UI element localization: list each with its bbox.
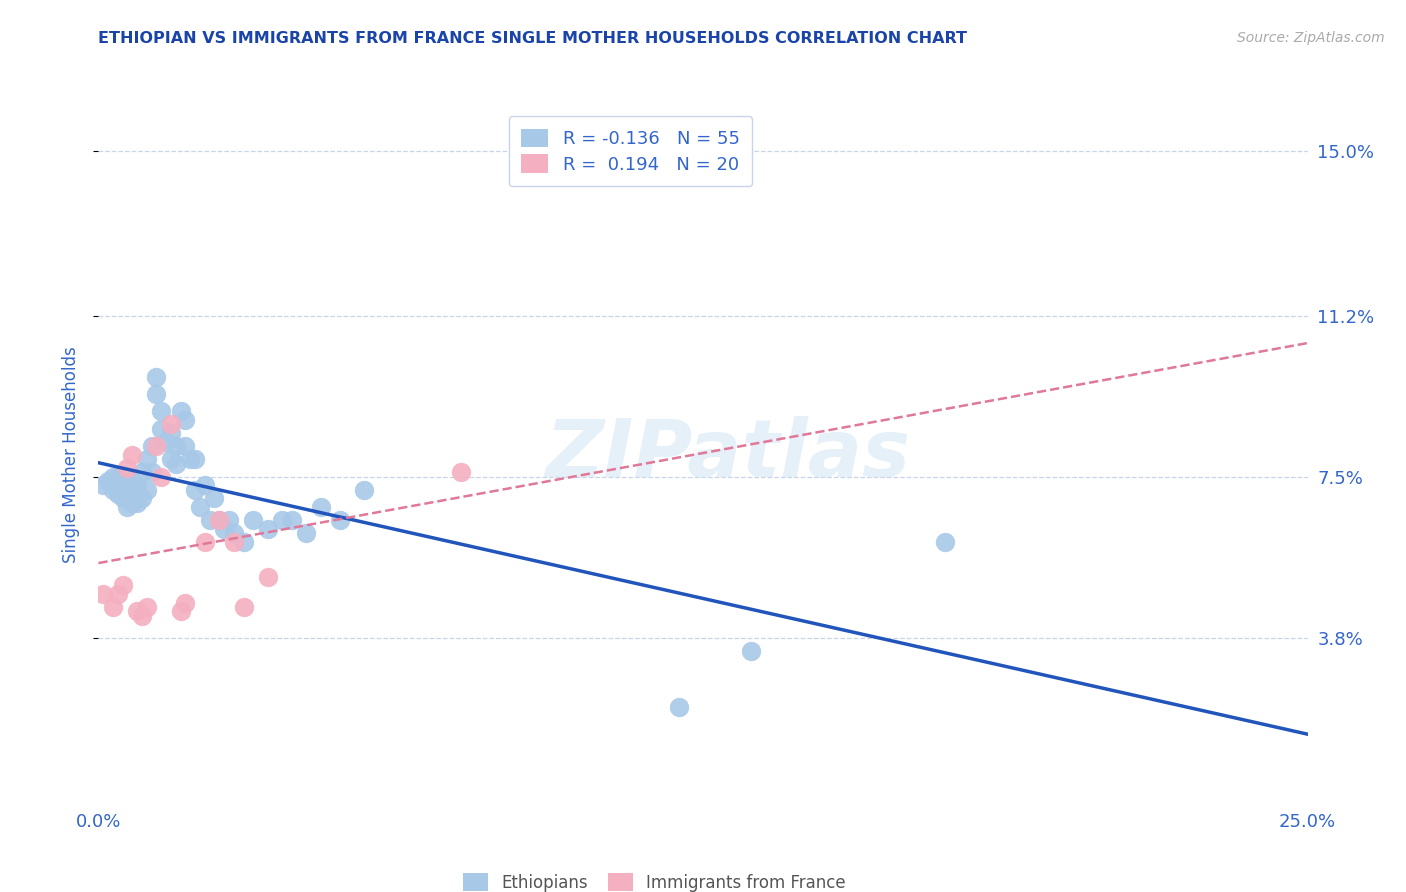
Point — [97, 474, 120, 488]
Point — [198, 513, 221, 527]
Point — [194, 535, 217, 549]
Point — [668, 700, 690, 714]
Point — [150, 469, 173, 483]
Point — [117, 483, 139, 497]
Point — [160, 417, 183, 432]
Point — [281, 513, 304, 527]
Point — [141, 439, 163, 453]
Point — [155, 434, 177, 449]
Point — [117, 461, 139, 475]
Point — [204, 491, 226, 506]
Y-axis label: Single Mother Households: Single Mother Households — [62, 347, 80, 563]
Point — [111, 491, 134, 506]
Point — [145, 387, 167, 401]
Point — [135, 483, 157, 497]
Point — [208, 513, 231, 527]
Point — [111, 578, 134, 592]
Point — [141, 466, 163, 480]
Point — [174, 413, 197, 427]
Point — [271, 513, 294, 527]
Point — [188, 500, 211, 514]
Point — [934, 535, 956, 549]
Point — [184, 452, 207, 467]
Point — [121, 474, 143, 488]
Point — [127, 496, 149, 510]
Point — [150, 404, 173, 418]
Point — [165, 439, 187, 453]
Point — [160, 426, 183, 441]
Point — [145, 439, 167, 453]
Point — [160, 452, 183, 467]
Point — [353, 483, 375, 497]
Point — [174, 596, 197, 610]
Point — [169, 605, 191, 619]
Point — [131, 466, 153, 480]
Point — [309, 500, 332, 514]
Point — [329, 513, 352, 527]
Legend: Ethiopians, Immigrants from France: Ethiopians, Immigrants from France — [457, 867, 853, 892]
Point — [222, 535, 245, 549]
Text: Source: ZipAtlas.com: Source: ZipAtlas.com — [1237, 31, 1385, 45]
Point — [135, 600, 157, 615]
Point — [740, 643, 762, 657]
Point — [127, 605, 149, 619]
Point — [107, 587, 129, 601]
Point — [121, 496, 143, 510]
Point — [184, 483, 207, 497]
Text: ETHIOPIAN VS IMMIGRANTS FROM FRANCE SINGLE MOTHER HOUSEHOLDS CORRELATION CHART: ETHIOPIAN VS IMMIGRANTS FROM FRANCE SING… — [98, 31, 967, 46]
Point — [127, 478, 149, 492]
Point — [150, 422, 173, 436]
Point — [121, 448, 143, 462]
Point — [212, 522, 235, 536]
Point — [91, 478, 114, 492]
Point — [295, 526, 318, 541]
Point — [107, 487, 129, 501]
Point — [232, 600, 254, 615]
Point — [91, 587, 114, 601]
Point — [131, 491, 153, 506]
Point — [101, 600, 124, 615]
Point — [101, 483, 124, 497]
Point — [450, 466, 472, 480]
Point — [165, 457, 187, 471]
Point — [222, 526, 245, 541]
Point — [232, 535, 254, 549]
Point — [107, 469, 129, 483]
Point — [194, 478, 217, 492]
Point — [256, 570, 278, 584]
Point — [256, 522, 278, 536]
Point — [111, 478, 134, 492]
Point — [242, 513, 264, 527]
Point — [131, 608, 153, 623]
Point — [145, 369, 167, 384]
Point — [101, 469, 124, 483]
Point — [208, 513, 231, 527]
Point — [174, 439, 197, 453]
Point — [169, 404, 191, 418]
Text: ZIPatlas: ZIPatlas — [544, 416, 910, 494]
Point — [179, 452, 201, 467]
Point — [218, 513, 240, 527]
Point — [117, 500, 139, 514]
Point — [135, 452, 157, 467]
